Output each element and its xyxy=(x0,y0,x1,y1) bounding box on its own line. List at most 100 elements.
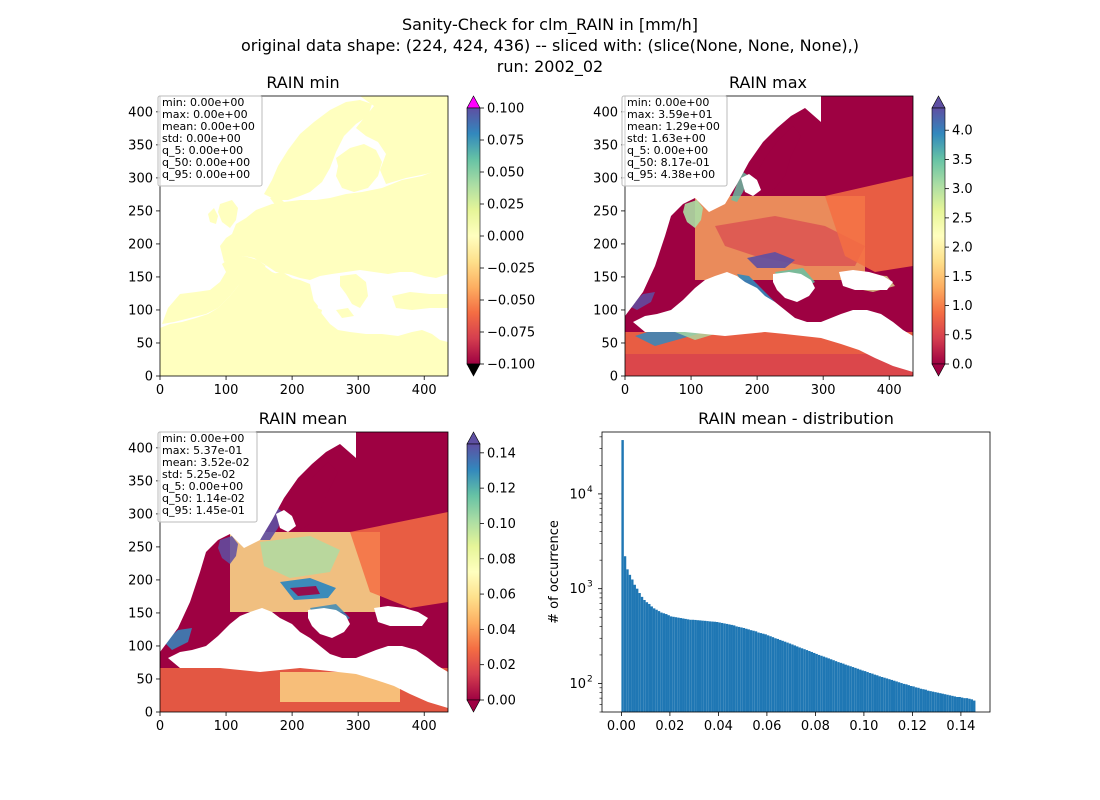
histogram-bar xyxy=(900,683,903,712)
colorbar-tick-label: −0.075 xyxy=(487,326,535,341)
histogram-bar xyxy=(844,664,847,712)
x-axis: 0 100 200 300 400 xyxy=(156,376,437,398)
histogram-bar xyxy=(827,658,830,712)
histogram-bar xyxy=(866,672,869,712)
histogram-bar xyxy=(856,668,860,712)
y-tick-label: 50 xyxy=(136,336,153,351)
panel-title: RAIN mean - distribution xyxy=(698,409,894,428)
histogram-bar xyxy=(691,619,695,712)
y-tick-label: 10 xyxy=(569,487,586,502)
colorbar-tick-label: 2.0 xyxy=(952,241,973,256)
x-axis: 0.00 0.02 0.04 0.06 0.08 0.10 0.12 0.14 xyxy=(607,712,975,734)
histogram-bar xyxy=(718,622,721,712)
colorbar-tick-label: 0.5 xyxy=(952,328,973,343)
colorbar-tick-label: 0.0 xyxy=(952,358,973,373)
histogram-bar xyxy=(648,603,651,712)
y-tick-label: 100 xyxy=(593,303,618,318)
stats-box: min: 0.00e+00 max: 0.00e+00 mean: 0.00e+… xyxy=(157,95,263,187)
histogram-bar xyxy=(849,666,852,712)
y-tick-label: 0 xyxy=(610,370,618,385)
histogram-bar xyxy=(764,634,767,712)
stat-max: max: 0.00e+00 xyxy=(162,108,248,121)
y-axis: 0 50 100 150 200 250 300 350 400 xyxy=(128,105,160,385)
x-tick-label: 0.00 xyxy=(607,719,636,734)
histogram-bar xyxy=(752,630,755,712)
x-tick-label: 0 xyxy=(621,383,629,398)
histogram-bar xyxy=(791,644,794,712)
x-axis: 0 100 200 300 400 xyxy=(621,376,902,398)
y-tick-label: 350 xyxy=(593,138,618,153)
x-axis: 0 100 200 300 400 xyxy=(156,712,437,734)
histogram-bar xyxy=(686,619,690,712)
histogram-bar xyxy=(868,672,872,712)
colorbar-tick-label: 1.5 xyxy=(952,270,973,285)
histogram-bar xyxy=(774,638,777,712)
histogram-bar xyxy=(769,636,772,712)
histogram-bar xyxy=(909,686,913,712)
histogram-bar xyxy=(861,670,864,712)
histogram-bar xyxy=(694,619,697,712)
field-south-red xyxy=(625,354,913,376)
histogram-bar xyxy=(689,619,692,712)
histogram-bar xyxy=(684,618,687,712)
field-central-green xyxy=(260,536,340,578)
stat-q50: q_50: 1.14e-02 xyxy=(162,492,245,505)
histogram-bar xyxy=(871,673,874,712)
colorbar-tick-label: 0.12 xyxy=(487,482,516,497)
histogram-bar xyxy=(793,645,796,712)
histogram-bar xyxy=(897,682,901,712)
field-central-red xyxy=(715,216,865,266)
histogram-bar xyxy=(701,620,704,712)
histogram-bar xyxy=(970,699,974,712)
colorbar-tick-label: 0.14 xyxy=(487,446,516,461)
histogram-bar xyxy=(888,679,891,712)
histogram-bar xyxy=(817,654,821,712)
histogram-bar xyxy=(880,677,884,712)
histogram-bar xyxy=(674,617,678,712)
colorbar-tick-label: 0.04 xyxy=(487,623,516,638)
stats-box-frame xyxy=(621,95,728,187)
histogram-bar xyxy=(803,649,806,712)
panel-title: RAIN max xyxy=(729,73,807,92)
histogram-bar xyxy=(953,696,957,712)
y-tick-label: 400 xyxy=(128,441,153,456)
histogram-bar xyxy=(805,650,809,712)
histogram-bar xyxy=(696,620,699,712)
colorbar: 4.0 3.5 3.0 2.5 2.0 1.5 1.0 0.5 0.0 xyxy=(931,95,973,377)
y-axis: 0 50 100 150 200 250 300 350 400 xyxy=(128,441,160,721)
colorbar-tick-label: 0.00 xyxy=(487,694,516,709)
histogram-bar xyxy=(781,640,784,712)
x-tick-label: 100 xyxy=(214,383,239,398)
panel-title: RAIN mean xyxy=(259,409,348,428)
stat-mean: mean: 3.52e-02 xyxy=(162,456,250,469)
histogram-bar xyxy=(669,616,673,712)
stat-q95: q_95: 0.00e+00 xyxy=(162,168,250,181)
map-area xyxy=(625,96,913,376)
x-tick-label: 0.14 xyxy=(946,719,975,734)
field-east-orange xyxy=(825,176,913,272)
colorbar-tick-label: 1.0 xyxy=(952,299,973,314)
histogram-bar xyxy=(640,596,644,712)
histogram-bar xyxy=(728,624,731,712)
histogram-bar xyxy=(723,623,726,712)
panel-rain-min: RAIN min 0 100 200 300 400 0 50 100 150 200 250 30… xyxy=(128,73,535,398)
colorbar-tick-label: 0.08 xyxy=(487,552,516,567)
colorbar-ticks: 4.0 3.5 3.0 2.5 2.0 1.5 1.0 0.5 0.0 xyxy=(945,124,973,373)
colorbar-gradient xyxy=(931,107,946,365)
histogram-bar xyxy=(965,698,969,712)
histogram-bar xyxy=(912,686,915,712)
histogram-bar xyxy=(732,625,736,712)
colorbar-tick-label: 2.5 xyxy=(952,211,973,226)
panel-distribution: RAIN mean - distribution 0.00 0.02 0.04 0.0… xyxy=(547,409,991,734)
x-tick-label: 100 xyxy=(214,719,239,734)
field-alps-red xyxy=(290,586,320,596)
histogram-bar xyxy=(958,696,961,712)
y-tick-label: 150 xyxy=(593,270,618,285)
histogram-bar xyxy=(633,584,636,712)
histogram-bar xyxy=(905,684,908,712)
histogram-bar xyxy=(771,637,775,712)
histogram-bar xyxy=(914,687,918,712)
histogram-bar xyxy=(725,623,729,712)
axes-frame xyxy=(159,431,449,713)
